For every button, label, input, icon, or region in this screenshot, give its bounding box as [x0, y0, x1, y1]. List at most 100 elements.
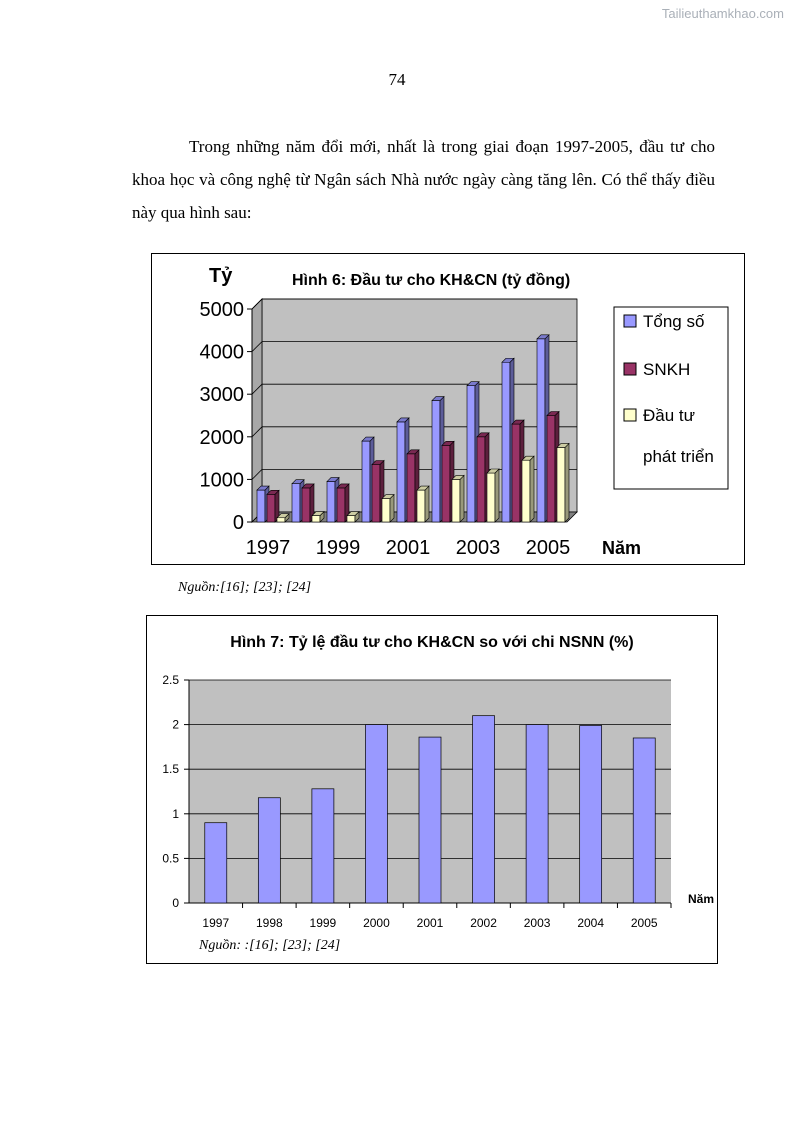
chart6-bar-top: [396, 417, 410, 423]
chart7-y-tick-label: 2: [172, 718, 179, 732]
chart6-bar-front: [486, 472, 496, 523]
chart6-gridline-side: [251, 383, 263, 395]
chart6-y-tick-label: 3000: [200, 384, 245, 406]
chart6-bar-top: [406, 449, 420, 455]
chart7-x-tick-label: 1998: [256, 916, 283, 930]
chart6-gridline-side: [251, 469, 263, 480]
chart6-xlabel: Năm: [602, 538, 641, 558]
chart7-x-tick-label: 2003: [524, 916, 551, 930]
chart6-bar-front: [291, 483, 301, 523]
chart6-bar-top: [466, 381, 480, 386]
chart6-legend-swatch: [623, 408, 637, 422]
chart6-y-tick-label: 4000: [200, 342, 245, 364]
chart7-bar: [579, 725, 603, 904]
chart6-bar-front: [466, 385, 476, 523]
chart6-bar-top: [416, 485, 430, 491]
chart6-gridline-side: [251, 341, 263, 352]
chart6-bar-top: [326, 477, 340, 482]
chart6-bar-top: [256, 485, 270, 491]
chart6-bar-front: [326, 481, 336, 523]
chart7-x-tick-label: 2000: [363, 916, 390, 930]
chart6-bar-front: [441, 445, 451, 523]
chart7-x-tick-label: 1997: [202, 916, 229, 930]
chart6-bar-top: [486, 468, 500, 474]
chart6-bar-front: [406, 453, 416, 523]
chart6-x-tick-label: 2003: [456, 537, 501, 559]
chart7-bar: [311, 788, 335, 904]
chart6-bar-top: [301, 483, 315, 489]
chart6-bar-side: [494, 468, 500, 523]
chart-investment-3d: 0 1000 2000 3000 4000 5000 1997 1999 2001 2003 200…: [200, 265, 729, 559]
chart6-bar-front: [546, 415, 556, 523]
chart6-bar-top: [276, 513, 290, 519]
chart6-y-tick-label: 0: [233, 512, 244, 534]
chart6-bar-front: [311, 515, 321, 523]
chart6-bar-top: [361, 436, 375, 442]
chart6-bar-top: [536, 334, 550, 340]
chart6-x-tick-label: 1999: [316, 537, 361, 559]
chart6-bar-side: [389, 493, 395, 523]
chart6-bar-front: [536, 338, 546, 523]
chart7-x-tick-label: 2005: [631, 916, 658, 930]
chart6-bar-top: [431, 396, 445, 401]
chart6-bar-front: [346, 515, 356, 523]
chart6-legend-box: [613, 306, 729, 490]
chart6-legend-swatch: [623, 362, 637, 376]
chart6-y-tick-label: 2000: [200, 427, 245, 449]
chart6-bar-front: [381, 498, 391, 523]
chart6-bar-top: [371, 460, 385, 465]
chart6-gridline-side: [251, 426, 263, 438]
chart6-bar-top: [381, 494, 395, 499]
chart6-bar-top: [346, 511, 360, 516]
chart7-x-tick-label: 1999: [310, 916, 337, 930]
chart6-bar-front: [371, 464, 381, 523]
chart6-legend-label: Đầu tư: [643, 406, 695, 425]
chart7-x-tick-label: 2001: [417, 916, 444, 930]
chart7-bar: [365, 724, 388, 904]
chart7-y-tick-label: 0.5: [162, 851, 179, 865]
chart6-bar-front: [451, 479, 461, 523]
chart6-bar-top: [546, 411, 560, 416]
chart6-legend-swatch: [623, 314, 637, 328]
chart7-bar: [257, 797, 281, 904]
chart7-x-tick-label: 2004: [577, 916, 604, 930]
chart7-y-tick-label: 1: [172, 807, 179, 821]
chart6-x-tick-label: 2001: [386, 537, 431, 559]
chart6-bar-front: [336, 487, 346, 523]
chart6-bar-front: [556, 447, 566, 523]
chart6-x-tick-label: 2005: [526, 537, 571, 559]
chart6-bar-front: [431, 400, 441, 523]
chart6-bar-front: [476, 436, 486, 523]
chart7-bar: [204, 822, 228, 904]
chart6-bar-top: [291, 479, 305, 484]
chart6-bar-front: [511, 423, 521, 523]
chart6-bar-top: [451, 475, 465, 480]
chart6-bar-front: [301, 487, 311, 523]
chart6-bar-top: [556, 443, 570, 448]
chart6-bar-top: [441, 441, 455, 446]
chart7-bar: [632, 737, 656, 904]
chart6-bar-top: [521, 455, 535, 461]
figure-7-source: Nguồn: :[16]; [23]; [24]: [198, 938, 340, 953]
chart6-bar-front: [256, 489, 266, 523]
chart7-y-tick-label: 1.5: [162, 762, 179, 776]
figure-6-source: Nguồn:[16]; [23]; [24]: [178, 580, 312, 595]
chart7-y-tick-label: 0: [172, 896, 179, 910]
chart7-xlabel: Năm: [688, 892, 714, 906]
chart6-bar-top: [501, 357, 515, 363]
chart6-x-tick-label: 1997: [246, 537, 291, 559]
chart6-bar-top: [511, 419, 525, 425]
chart6-bar-front: [276, 517, 286, 523]
chart6-bar-front: [396, 421, 406, 523]
figure-6: 0 1000 2000 3000 4000 5000 1997 1999 2001 2003 200…: [151, 253, 745, 565]
chart6-y-tick-label: 5000: [200, 299, 245, 321]
chart6-bar-top: [476, 432, 490, 438]
chart6-bar-front: [521, 459, 531, 523]
chart6-legend-label: Tổng số: [643, 312, 705, 331]
chart-investment-ratio: Hình 7: Tỷ lệ đầu tư cho KH&CN so với ch…: [162, 634, 714, 953]
chart6-ylabel: Tỷ: [209, 265, 233, 287]
chart7-bar: [525, 724, 549, 904]
chart7-x-tick-label: 2002: [470, 916, 497, 930]
chart6-bar-front: [501, 361, 511, 523]
chart6-bar-top: [266, 490, 280, 495]
